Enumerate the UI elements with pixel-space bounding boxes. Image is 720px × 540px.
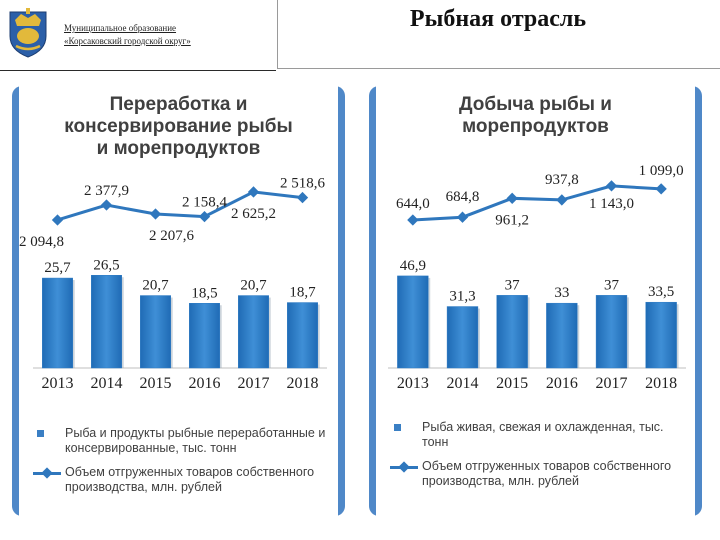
processing-chart: 25,7 2013 26,5 2014 20,7 2015 18,5 2016 20,7 2017… (19, 176, 327, 392)
org-line-2: «Корсаковский городской округ» (64, 36, 191, 46)
bar-value-label: 20,7 (142, 278, 169, 294)
title-box (277, 0, 720, 69)
bar-value-label: 37 (505, 277, 521, 293)
line-marker (198, 210, 211, 223)
x-tick-label: 2013 (397, 375, 429, 392)
chart-panel-processing: Переработка и консервирование рыбы и мор… (12, 86, 345, 516)
page-title: Рыбная отрасль (409, 6, 587, 32)
bar (546, 302, 578, 369)
line-value-label: 684,8 (446, 189, 480, 205)
chart-legend: Рыба живая, свежая и охлажденная, тыс. т… (390, 420, 689, 498)
line-marker (100, 199, 113, 211)
bar-value-label: 46,9 (400, 258, 426, 274)
legend-item-bars: Рыба и продукты рыбные переработанные и … (33, 426, 332, 456)
bar (91, 275, 122, 369)
bar (287, 302, 318, 369)
line-marker (556, 194, 568, 206)
bar (595, 295, 628, 369)
bar-value-label: 20,7 (240, 278, 267, 294)
line-value-label: 2 377,9 (84, 183, 129, 199)
line-marker (605, 180, 618, 192)
line-value-label: 1 099,0 (639, 163, 684, 179)
legend-line-swatch (390, 461, 418, 473)
line-marker (51, 214, 64, 226)
line-marker (149, 208, 162, 220)
bar-value-label: 18,7 (289, 285, 316, 301)
line-value-label: 2 158,4 (182, 195, 228, 211)
line-value-label: 2 518,6 (280, 176, 326, 192)
line-value-label: 1 143,0 (589, 196, 634, 212)
bar (645, 301, 677, 369)
legend-bar-swatch (394, 424, 401, 431)
header-divider (0, 70, 276, 71)
line-value-label: 2 625,2 (231, 206, 276, 222)
x-tick-label: 2016 (546, 375, 578, 392)
x-tick-label: 2014 (91, 375, 123, 392)
line-value-label: 937,8 (545, 172, 579, 188)
bar (140, 295, 171, 369)
bar-value-label: 33 (554, 285, 569, 301)
x-tick-label: 2017 (238, 375, 270, 392)
line-value-label: 2 207,6 (149, 228, 195, 244)
bar-value-label: 33,5 (648, 284, 674, 300)
series-line (57, 190, 303, 222)
series-line (412, 184, 662, 222)
line-marker (296, 191, 309, 204)
municipal-crest-icon (9, 8, 47, 58)
org-line-1: Муниципальное образование (64, 23, 177, 33)
x-tick-label: 2016 (189, 375, 221, 392)
line-marker (456, 211, 469, 223)
bar (446, 306, 479, 369)
x-tick-label: 2015 (496, 375, 528, 392)
chart-panel-catch: Добыча рыбы и морепродуктов 46,9 2013 31,3… (369, 86, 702, 516)
line-marker (655, 183, 667, 195)
legend-item-line: Объем отгруженных товаров собственного п… (390, 459, 689, 489)
line-marker (407, 214, 419, 226)
organization-name: Муниципальное образование «Корсаковский … (64, 22, 191, 48)
x-tick-label: 2013 (42, 375, 74, 392)
x-tick-label: 2014 (447, 375, 479, 392)
x-tick-label: 2018 (287, 375, 319, 392)
x-tick-label: 2015 (140, 375, 172, 392)
chart-legend: Рыба и продукты рыбные переработанные и … (33, 426, 332, 504)
chart-title: Добыча рыбы и морепродуктов (459, 94, 612, 137)
bar-value-label: 25,7 (44, 260, 71, 276)
bar (397, 275, 429, 369)
line-value-label: 961,2 (495, 212, 529, 228)
bar (42, 277, 73, 369)
line-marker (247, 186, 260, 198)
legend-bar-swatch (37, 430, 44, 437)
x-tick-label: 2017 (596, 375, 628, 392)
bar (189, 303, 220, 369)
x-tick-label: 2018 (645, 375, 677, 392)
bar-value-label: 18,5 (191, 285, 217, 301)
legend-item-bars: Рыба живая, свежая и охлажденная, тыс. т… (390, 420, 689, 450)
legend-line-swatch (33, 467, 61, 479)
catch-chart: 46,9 2013 31,3 2014 37 2015 33 2016 37 2017 33,5 20… (388, 163, 686, 392)
line-value-label: 2 094,8 (19, 234, 64, 250)
bar-value-label: 26,5 (93, 257, 119, 273)
bar (496, 295, 528, 369)
bar-value-label: 31,3 (449, 289, 475, 305)
bar-value-label: 37 (604, 277, 620, 293)
line-value-label: 644,0 (396, 196, 430, 212)
legend-item-line: Объем отгруженных товаров собственного п… (33, 465, 332, 495)
bar (238, 295, 269, 369)
chart-title: Переработка и консервирование рыбы и мор… (64, 94, 293, 159)
line-marker (506, 192, 518, 204)
